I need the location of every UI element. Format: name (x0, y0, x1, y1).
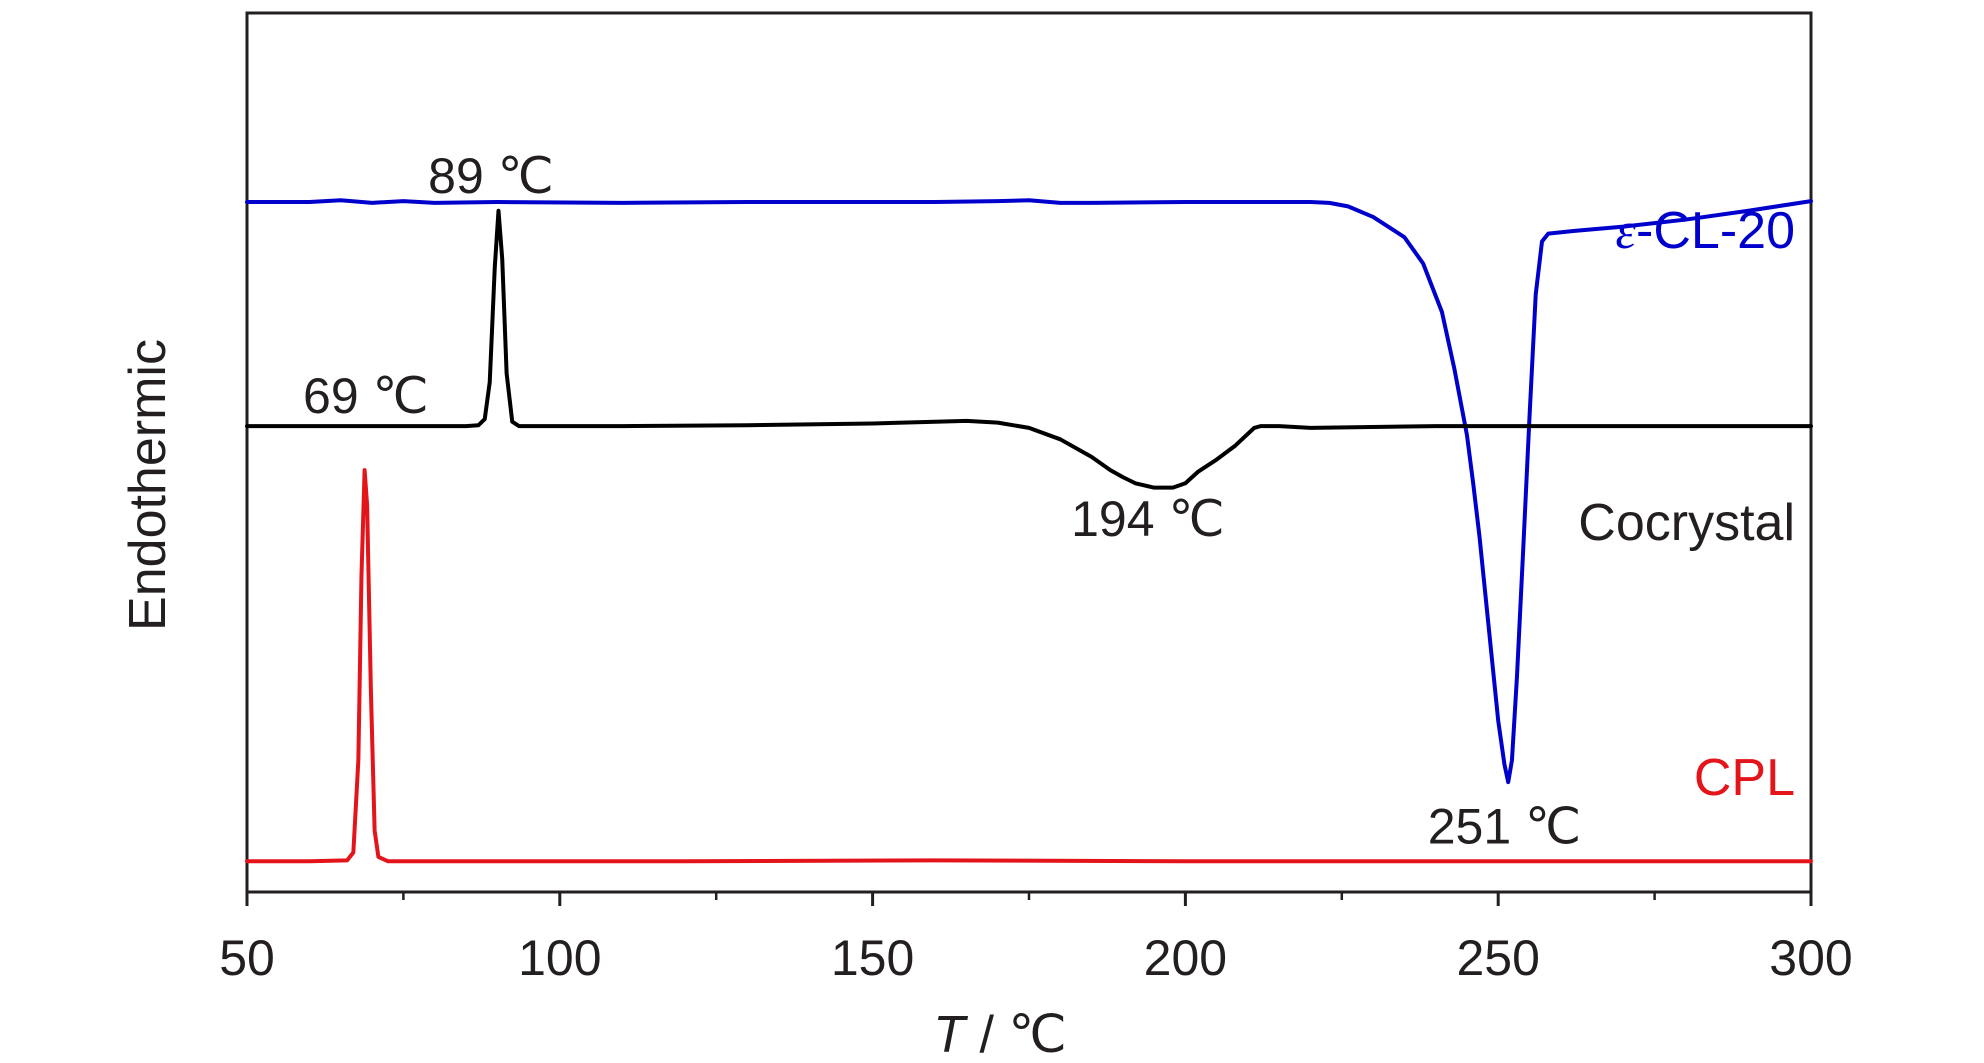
annotation-194c: 194 ℃ (1071, 491, 1224, 547)
series-line-cl-20 (245, 198, 1813, 785)
plot-frame (245, 11, 1813, 894)
y-axis-title: Endothermic (119, 339, 177, 631)
x-axis-title: T / ℃ (933, 1006, 1067, 1063)
annotation-251c: 251 ℃ (1428, 799, 1581, 855)
annotation-69c: 69 ℃ (303, 368, 429, 424)
series-label-cl20-suffix: -CL-20 (1636, 202, 1795, 260)
x-tick-labels: 50 100 150 200 250 300 (219, 930, 1853, 986)
x-tick-label: 100 (518, 930, 601, 986)
series-label-cpl: CPL (1694, 749, 1795, 807)
annotation-89c: 89 ℃ (428, 148, 554, 204)
x-tick-label: 150 (831, 930, 914, 986)
series-line-cocrystal (245, 208, 1813, 490)
x-tick-label: 250 (1456, 930, 1539, 986)
series-line-cpl (245, 468, 1813, 864)
x-axis-ticks (245, 892, 1813, 906)
series-label-cl20: ε-CL-20 (1616, 202, 1795, 260)
x-tick-label: 200 (1144, 930, 1227, 986)
series-label-cocrystal: Cocrystal (1578, 494, 1795, 552)
x-tick-label: 50 (219, 930, 275, 986)
series-label-cl20-epsilon: ε (1616, 203, 1637, 260)
series-layer (245, 198, 1813, 864)
x-tick-label: 300 (1769, 930, 1852, 986)
x-axis-title-var: T (933, 1006, 968, 1063)
x-axis-title-unit: / ℃ (965, 1006, 1067, 1063)
